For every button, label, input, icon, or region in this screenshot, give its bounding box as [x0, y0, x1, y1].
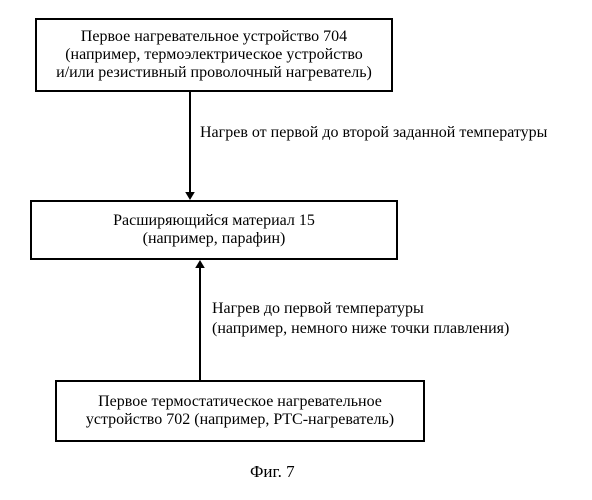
- box-material-15: Расширяющийся материал 15 (например, пар…: [30, 200, 398, 260]
- figure-caption: Фиг. 7: [250, 462, 295, 482]
- label-lower-arrow-line1: Нагрев до первой температуры: [212, 300, 424, 318]
- label-upper-arrow: Нагрев от первой до второй заданной темп…: [200, 124, 547, 142]
- box-heater-702-line1: Первое термостатическое нагревательное: [98, 393, 382, 411]
- box-material-15-line2: (например, парафин): [143, 230, 286, 248]
- arrow-down-icon: [182, 92, 198, 200]
- box-heater-704-line3: и/или резистивный проволочный нагревател…: [56, 64, 372, 82]
- arrow-up-icon: [192, 260, 208, 380]
- box-heater-702: Первое термостатическое нагревательное у…: [55, 380, 425, 442]
- box-heater-704-line2: (например, термоэлектрическое устройство: [65, 46, 363, 64]
- box-heater-704-line1: Первое нагревательное устройство 704: [81, 28, 347, 46]
- box-heater-702-line2: устройство 702 (например, PTC-нагревател…: [86, 411, 394, 429]
- label-lower-arrow-line2: (например, немного ниже точки плавления): [212, 320, 509, 338]
- box-heater-704: Первое нагревательное устройство 704 (на…: [35, 18, 393, 92]
- box-material-15-line1: Расширяющийся материал 15: [113, 212, 315, 230]
